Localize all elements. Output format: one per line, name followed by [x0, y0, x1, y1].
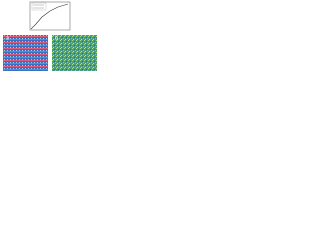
panel-image [52, 35, 97, 71]
legend [31, 2, 47, 11]
curve [30, 3, 69, 30]
page: a b (() => { const data = JSON.parse(doc… [0, 0, 100, 73]
top-plot [29, 1, 71, 31]
panel-label: a [6, 36, 9, 42]
figure: a b [3, 1, 97, 71]
panel-a: a [3, 35, 48, 71]
panel-image [3, 35, 48, 71]
panel-b: b [52, 35, 97, 71]
panel-label: b [55, 36, 58, 42]
